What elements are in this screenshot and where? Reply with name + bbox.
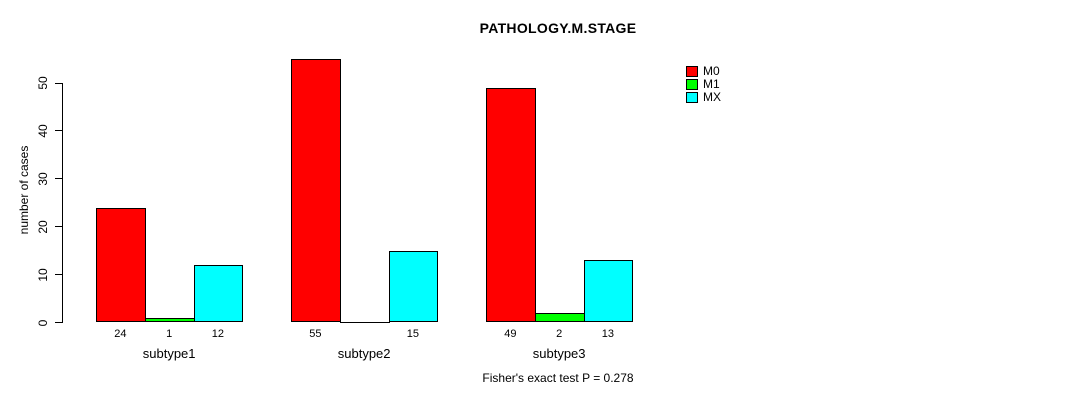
bar-m0-subtype3: [486, 87, 536, 323]
group-label-subtype3: subtype3: [532, 346, 586, 361]
y-tick: [55, 130, 62, 132]
y-tick-label: 40: [36, 124, 50, 138]
legend-item-m1: M1: [686, 78, 721, 91]
legend-label: M1: [703, 77, 720, 91]
legend-swatch-mx: [686, 92, 698, 103]
y-tick-label: 50: [36, 76, 50, 90]
bar-value-label: 15: [406, 328, 419, 340]
bar-m1-subtype3: [534, 312, 585, 323]
bar-m0-subtype1: [96, 207, 146, 323]
y-tick: [55, 274, 62, 276]
y-tick: [55, 322, 62, 323]
bar-value-label: 24: [114, 328, 127, 340]
bar-value-label: 13: [601, 328, 614, 340]
bar-m1-subtype2: [339, 321, 390, 323]
y-tick-label: 20: [36, 220, 50, 234]
y-tick: [55, 178, 62, 180]
group-label-subtype1: subtype1: [142, 346, 196, 361]
y-axis-line: [62, 83, 63, 323]
y-tick-label: 10: [36, 267, 50, 282]
bar-value-label: 1: [166, 328, 173, 340]
y-axis-label: number of cases: [17, 145, 31, 235]
y-tick-label: 30: [36, 172, 50, 186]
legend: M0 M1 MX: [686, 65, 721, 104]
bar-value-label: 49: [504, 328, 517, 340]
bar-value-label: 55: [309, 328, 322, 340]
bar-m1-subtype1: [144, 317, 195, 323]
y-tick-label: 0: [36, 319, 50, 326]
y-tick: [55, 82, 62, 84]
bar-m0-subtype2: [291, 59, 341, 323]
bar-mx-subtype3: [583, 260, 634, 323]
bar-value-label: 2: [556, 328, 563, 340]
group-label-subtype2: subtype2: [337, 346, 391, 361]
legend-label: M0: [703, 64, 720, 78]
bar-mx-subtype1: [193, 265, 244, 323]
legend-item-m0: M0: [686, 65, 721, 78]
legend-label: MX: [703, 90, 721, 104]
caption: Fisher's exact test P = 0.278: [482, 371, 634, 385]
legend-item-mx: MX: [686, 91, 721, 104]
legend-swatch-m0: [686, 66, 698, 77]
y-tick: [55, 226, 62, 228]
legend-swatch-m1: [686, 79, 698, 90]
bar-value-label: 12: [211, 328, 224, 340]
bar-mx-subtype2: [388, 250, 439, 323]
chart-title: PATHOLOGY.M.STAGE: [479, 20, 637, 36]
